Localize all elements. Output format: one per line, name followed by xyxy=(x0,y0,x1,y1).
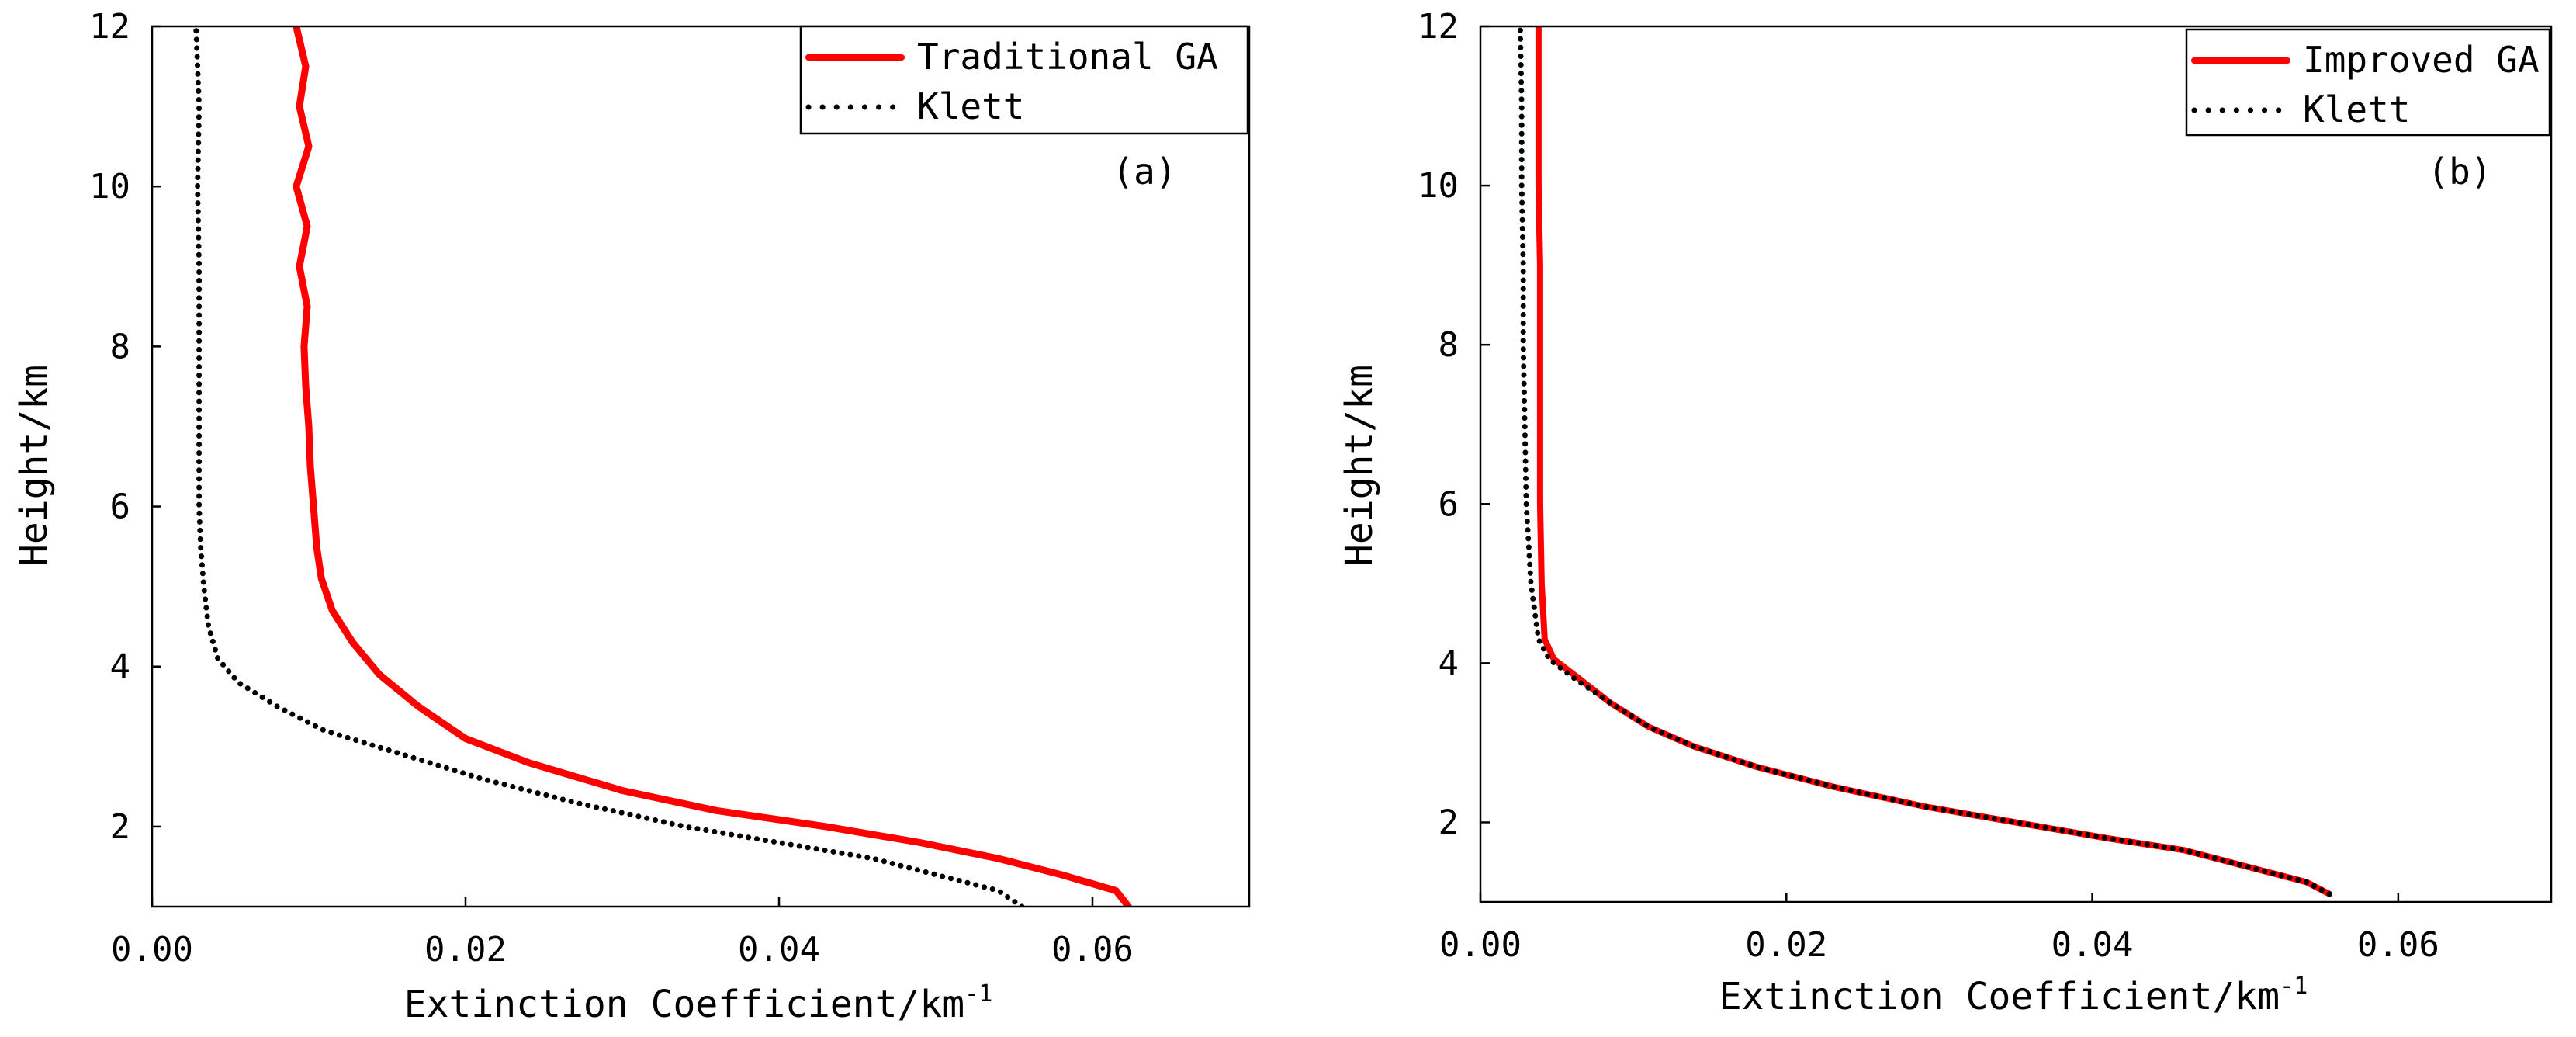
x-axis-label-text: Extinction Coefficient/km xyxy=(404,983,964,1026)
plot-frame xyxy=(1479,25,2553,903)
legend-label: Improved GA xyxy=(2303,39,2540,81)
x-axis-label-superscript: -1 xyxy=(2280,973,2308,1000)
series-line-klett xyxy=(193,26,1025,907)
x-tick-label: 0.00 xyxy=(111,930,193,969)
x-tick-label: 0.06 xyxy=(2357,925,2439,965)
x-axis-label-text: Extinction Coefficient/km xyxy=(1719,975,2280,1018)
x-tick-label: 0.02 xyxy=(1745,925,1827,965)
panel-label: (a) xyxy=(1112,151,1176,192)
y-tick-label: 10 xyxy=(1418,166,1459,206)
chart-panel-2: 0.00 0.02 0.04 0.06 2 4 6 8 10 12 Height/km Extinct… xyxy=(1338,7,2553,1018)
y-tick-label: 6 xyxy=(1439,484,1459,524)
chart-panel-1: 0.00 0.02 0.04 0.06 2 4 6 8 10 12 Height/km Extinct… xyxy=(12,7,1251,1026)
y-tick-label: 2 xyxy=(110,807,131,847)
x-axis-label: Extinction Coefficient/km-1 xyxy=(1719,973,2308,1018)
y-axis-label: Height/km xyxy=(1338,365,1381,567)
legend: Improved GA Klett xyxy=(2185,28,2551,137)
legend-box xyxy=(799,25,1249,135)
x-tick-label: 0.00 xyxy=(1439,925,1522,965)
series-line-traditional-ga xyxy=(293,26,1132,907)
legend-label: Klett xyxy=(917,85,1024,127)
panel-label: (b) xyxy=(2427,151,2491,192)
y-tick-label: 4 xyxy=(110,647,131,687)
legend-label: Traditional GA xyxy=(917,36,1218,78)
x-axis-label-superscript: -1 xyxy=(964,980,992,1008)
legend-box xyxy=(2185,28,2551,137)
y-axis-label: Height/km xyxy=(12,365,56,567)
plot-frame xyxy=(151,25,1251,908)
x-tick-label: 0.04 xyxy=(2051,925,2134,965)
series-line-klett xyxy=(1517,26,2332,897)
legend-label: Klett xyxy=(2303,88,2410,130)
y-tick-label: 6 xyxy=(110,487,131,527)
y-tick-label: 10 xyxy=(89,167,130,206)
x-axis-label: Extinction Coefficient/km-1 xyxy=(404,980,993,1026)
y-tick-label: 4 xyxy=(1439,643,1459,683)
y-tick-label: 12 xyxy=(89,7,130,47)
x-tick-label: 0.06 xyxy=(1051,930,1134,969)
y-tick-label: 8 xyxy=(110,327,131,366)
legend: Traditional GA Klett xyxy=(799,25,1249,135)
series-line-improved-ga xyxy=(1535,26,2333,897)
x-tick-label: 0.04 xyxy=(738,930,820,969)
y-tick-label: 12 xyxy=(1418,7,1459,47)
x-tick-label: 0.02 xyxy=(424,930,507,969)
y-tick-label: 8 xyxy=(1439,325,1459,365)
y-tick-label: 2 xyxy=(1439,803,1459,842)
